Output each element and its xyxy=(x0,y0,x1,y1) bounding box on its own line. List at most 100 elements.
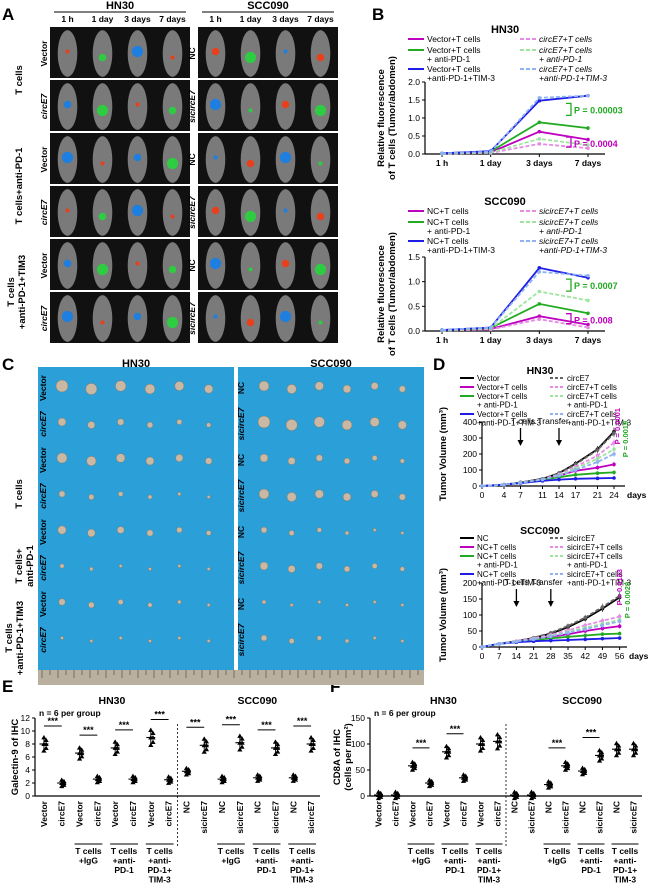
time-label: 3 days xyxy=(272,14,299,24)
data-point xyxy=(633,743,639,748)
data-point xyxy=(537,289,542,294)
y-axis-label: Tumor Volume (mm³) xyxy=(438,568,449,662)
row-label: NC xyxy=(187,153,197,165)
x-tick-label: 1 day xyxy=(480,158,502,168)
tumor xyxy=(400,531,405,535)
annotation: T cells Transfer xyxy=(505,577,563,587)
y-tick-label: 2.0 xyxy=(408,77,420,87)
signal-spot xyxy=(65,49,70,54)
tumor xyxy=(370,490,379,498)
label-line: T cells xyxy=(146,846,173,856)
label-line: + anti-PD-1 xyxy=(567,561,608,570)
data-point xyxy=(463,773,469,778)
data-point xyxy=(514,790,520,796)
tumor xyxy=(206,495,211,499)
mouse-silhouette xyxy=(162,242,183,289)
label-line: + anti-PD-1 xyxy=(567,401,608,410)
tumor xyxy=(144,383,156,395)
label-line: (cells per mm²) xyxy=(343,723,354,791)
label-line: +anti-PD-1+TIM3 xyxy=(17,255,28,329)
signal-spot xyxy=(131,204,144,217)
y-tick-label: 100 xyxy=(463,465,477,475)
row-label: sicircE7 xyxy=(236,406,246,440)
tumor xyxy=(118,636,123,640)
data-point xyxy=(480,737,486,743)
data-point xyxy=(275,749,281,754)
legend-label: Vector+T cells + anti-PD-1 xyxy=(427,45,480,64)
data-point xyxy=(586,93,590,98)
signal-spot xyxy=(98,53,107,62)
label-line: +anti-PD-1+TIM-3 xyxy=(477,579,542,588)
sig-stars: *** xyxy=(297,716,308,726)
signal-spot xyxy=(96,263,109,276)
sig-stars: *** xyxy=(552,738,563,748)
label-line: circE7+T cells xyxy=(567,410,617,419)
ruler xyxy=(38,670,424,685)
tumor xyxy=(371,563,378,569)
tumor xyxy=(58,490,66,498)
data-point xyxy=(61,782,67,787)
label-line: + anti-PD-1 xyxy=(539,226,582,236)
tumor xyxy=(315,562,323,570)
time-label: 1 day xyxy=(240,14,262,24)
legend-label: NC+T cells +anti-PD-1+TIM-3 xyxy=(427,236,495,255)
label-line: +IgG xyxy=(79,856,99,866)
legend-label: NC+T cells xyxy=(477,543,516,552)
label-line: +anti-PD-1+TIM-3 xyxy=(567,419,632,428)
tumor xyxy=(148,639,152,643)
label-line: Vector+T cells xyxy=(477,410,527,419)
tumor xyxy=(57,417,67,427)
mouse-silhouette xyxy=(92,136,113,183)
time-label: 3 days xyxy=(124,14,151,24)
tumor xyxy=(87,528,96,538)
x-tick-label: circE7 xyxy=(92,801,102,827)
group-title: SCC090 xyxy=(237,695,277,707)
data-point xyxy=(537,98,542,103)
data-point xyxy=(548,784,554,789)
x-tick-label: 21 xyxy=(593,490,603,500)
legend-label: Vector xyxy=(477,374,500,383)
label-line: T cells xyxy=(4,623,15,653)
mouse-silhouette xyxy=(240,136,261,183)
panel-c-tumors: HN30 SCC090 Vector circE7 Vector circE7 Vector… xyxy=(4,358,424,685)
x-tick-label: sicircE7 xyxy=(199,801,209,834)
data-point xyxy=(221,778,227,783)
tumor xyxy=(118,491,124,497)
sig-stars: *** xyxy=(450,724,461,734)
row-label: sicircE7 xyxy=(236,550,246,584)
y-tick-label: 1.0 xyxy=(408,277,420,287)
row-label: circE7 xyxy=(38,410,48,437)
x-tick-label: NC xyxy=(510,801,520,813)
time-label: 7 days xyxy=(159,14,186,24)
label-line: T cells xyxy=(253,846,280,856)
data-point xyxy=(132,774,138,780)
signal-spot xyxy=(131,45,144,58)
label-line: circE7+T cells xyxy=(567,392,617,401)
p-value: P = 0.0133 xyxy=(615,569,624,605)
tumor xyxy=(316,635,322,641)
tumor xyxy=(398,385,406,393)
row-label: Vector xyxy=(39,40,49,67)
p-value: P = 0.0007 xyxy=(574,281,618,291)
tumor xyxy=(176,419,183,425)
data-point xyxy=(497,734,503,740)
signal-spot xyxy=(314,104,327,117)
group-bracket-label: T cells +anti-PD-1 xyxy=(111,846,138,875)
label-line: T cells xyxy=(578,846,605,856)
data-point xyxy=(96,774,103,780)
mouse-silhouette xyxy=(162,83,183,130)
legend-label: sicircE7+T cells +anti-PD-1+TIM-3 xyxy=(567,570,632,588)
y-tick-label: 10 xyxy=(21,726,31,736)
tumor xyxy=(56,452,68,464)
panel-b-fluorescence: HN30 Vector+T cells circE7+T cells Vector+T… xyxy=(376,24,623,356)
x-tick-label: Vector xyxy=(146,800,156,827)
signal-spot xyxy=(168,106,177,115)
data-point xyxy=(586,325,590,330)
x-tick-label: 28 xyxy=(546,651,556,661)
y-tick-label: 1.5 xyxy=(408,95,420,105)
label-line: +anti-PD-1+TIM-3 xyxy=(427,73,495,83)
data-point xyxy=(586,143,590,147)
tumor xyxy=(287,457,296,465)
